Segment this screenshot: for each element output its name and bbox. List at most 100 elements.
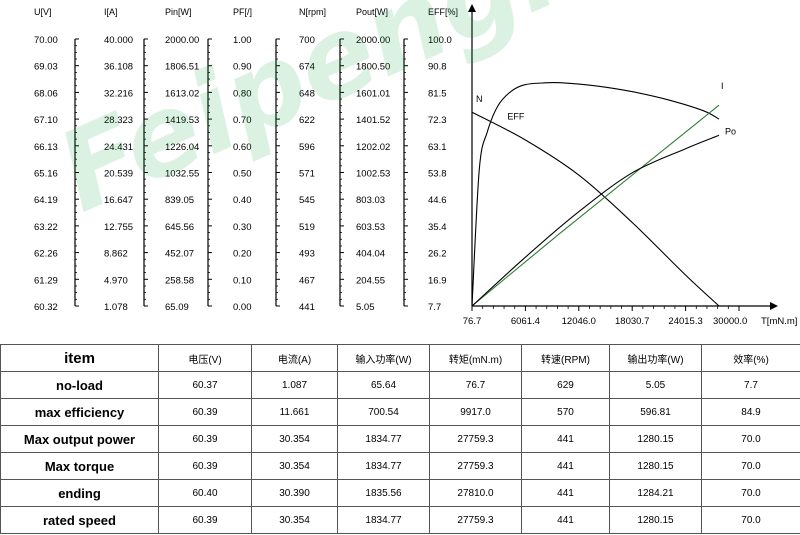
scale-tick-label: 63.1 — [428, 142, 447, 153]
scale-tick-label: 0.80 — [233, 88, 252, 99]
table-cell: 1280.15 — [609, 425, 702, 453]
table-cell: 1.087 — [251, 371, 338, 399]
table-row-label: ending — [0, 479, 159, 507]
scale-tick-label: 0.10 — [233, 275, 252, 286]
series-line-i — [471, 104, 720, 307]
table-header-cell: 效率(%) — [701, 344, 800, 372]
table-cell: 596.81 — [609, 398, 702, 426]
scale-tick-label: 69.03 — [34, 62, 58, 73]
scale-tick-label: 493 — [299, 249, 315, 260]
table-cell: 441 — [521, 506, 610, 534]
table-cell: 1834.77 — [337, 506, 430, 534]
scale-tick-label: 53.8 — [428, 169, 447, 180]
x-tick-label: 24015.3 — [668, 316, 702, 327]
table-cell: 65.64 — [337, 371, 430, 399]
chart-svg: U[V] 70.00 69.03 68.06 67.10 66.13 65.16 64.19 6… — [34, 4, 797, 327]
x-tick-label: 30000.0 — [713, 316, 747, 327]
scale-title: U[V] — [34, 7, 52, 17]
table-cell: 30.354 — [251, 506, 338, 534]
scale-tick-label: 603.53 — [356, 222, 385, 233]
table-cell: 84.9 — [701, 398, 800, 426]
scale-tick-label: 40.000 — [104, 35, 133, 46]
scale-tick-label: 0.60 — [233, 142, 252, 153]
scale-tick-label: 0.20 — [233, 249, 252, 260]
scale-tick-label: 0.70 — [233, 115, 252, 126]
scale-tick-label: 1.078 — [104, 302, 128, 313]
table-header-cell: item — [0, 344, 159, 372]
scale-tick-label: 2000.00 — [165, 35, 199, 46]
x-unit-label: T[mN.m] — [761, 316, 797, 327]
scale-tick-label: 63.22 — [34, 222, 58, 233]
scale-tick-label: 0.50 — [233, 169, 252, 180]
table-row: no-load 60.37 1.087 65.64 76.7 629 5.05 7.7 — [0, 371, 800, 399]
scale-tick-label: 16.9 — [428, 275, 447, 286]
scale-tick-label: 81.5 — [428, 88, 447, 99]
scale-tick-label: 26.2 — [428, 249, 447, 260]
table-cell: 60.37 — [158, 371, 252, 399]
table-cell: 629 — [521, 371, 610, 399]
scale-tick-label: 1806.51 — [165, 62, 199, 73]
table-cell: 1280.15 — [609, 452, 702, 480]
scale-tick-label: 67.10 — [34, 115, 58, 126]
table-header-cell: 转矩(mN.m) — [429, 344, 522, 372]
scale-tick-label: 1032.55 — [165, 169, 199, 180]
table-cell: 1280.15 — [609, 506, 702, 534]
x-tick-label: 12046.0 — [562, 316, 596, 327]
scale-tick-label: 1002.53 — [356, 169, 390, 180]
table-cell: 30.390 — [251, 479, 338, 507]
scale-tick-label: 62.26 — [34, 249, 58, 260]
scale-tick-label: 66.13 — [34, 142, 58, 153]
series-line-n — [471, 111, 720, 307]
table-body: no-load 60.37 1.087 65.64 76.7 629 5.05 7.7 max … — [0, 371, 800, 534]
scale-tick-label: 44.6 — [428, 195, 447, 206]
table-cell: 441 — [521, 479, 610, 507]
scale-tick-label: 0.30 — [233, 222, 252, 233]
table-row-label: rated speed — [0, 506, 159, 534]
scale-tick-label: 545 — [299, 195, 315, 206]
table-cell: 70.0 — [701, 479, 800, 507]
scale-tick-label: 61.29 — [34, 275, 58, 286]
x-tick-label: 6061.4 — [511, 316, 540, 327]
table-cell: 570 — [521, 398, 610, 426]
motor-performance-chart: U[V] 70.00 69.03 68.06 67.10 66.13 65.16 64.19 6… — [34, 4, 797, 327]
scale-tick-label: 65.09 — [165, 302, 189, 313]
scale-title: I[A] — [104, 7, 118, 17]
table-cell: 30.354 — [251, 452, 338, 480]
series-line-po — [471, 134, 720, 307]
table-cell: 441 — [521, 452, 610, 480]
scale-tick-label: 90.8 — [428, 62, 447, 73]
table-cell: 60.40 — [158, 479, 252, 507]
table-cell: 70.0 — [701, 425, 800, 453]
table-row-label: max efficiency — [0, 398, 159, 426]
scale-tick-label: 519 — [299, 222, 315, 233]
table-row: Max output power 60.39 30.354 1834.77 27759.… — [0, 425, 800, 453]
scale-title: Pin[W] — [165, 7, 192, 17]
table-cell: 60.39 — [158, 452, 252, 480]
scale-tick-label: 0.00 — [233, 302, 252, 313]
table-cell: 27759.3 — [429, 425, 522, 453]
table-header-cell: 输出功率(W) — [609, 344, 702, 372]
table-cell: 70.0 — [701, 452, 800, 480]
table-cell: 70.0 — [701, 506, 800, 534]
series-label-po: Po — [725, 126, 736, 136]
scale-tick-label: 467 — [299, 275, 315, 286]
table-cell: 1834.77 — [337, 452, 430, 480]
scale-tick-label: 4.970 — [104, 275, 128, 286]
x-tick-label: 18030.7 — [615, 316, 649, 327]
scale-tick-label: 1419.53 — [165, 115, 199, 126]
table-cell: 1284.21 — [609, 479, 702, 507]
table-cell: 1834.77 — [337, 425, 430, 453]
scale-tick-label: 645.56 — [165, 222, 194, 233]
scale-tick-label: 1800.50 — [356, 62, 390, 73]
table-cell: 27759.3 — [429, 452, 522, 480]
x-axis-arrow — [770, 302, 778, 310]
table-row-label: Max torque — [0, 452, 159, 480]
table-cell: 700.54 — [337, 398, 430, 426]
scale-tick-label: 70.00 — [34, 35, 58, 46]
scale-tick-label: 60.32 — [34, 302, 58, 313]
scale-tick-label: 32.216 — [104, 88, 133, 99]
scale-tick-label: 0.40 — [233, 195, 252, 206]
scale-tick-label: 452.07 — [165, 249, 194, 260]
scale-tick-label: 404.04 — [356, 249, 385, 260]
scale-tick-label: 68.06 — [34, 88, 58, 99]
